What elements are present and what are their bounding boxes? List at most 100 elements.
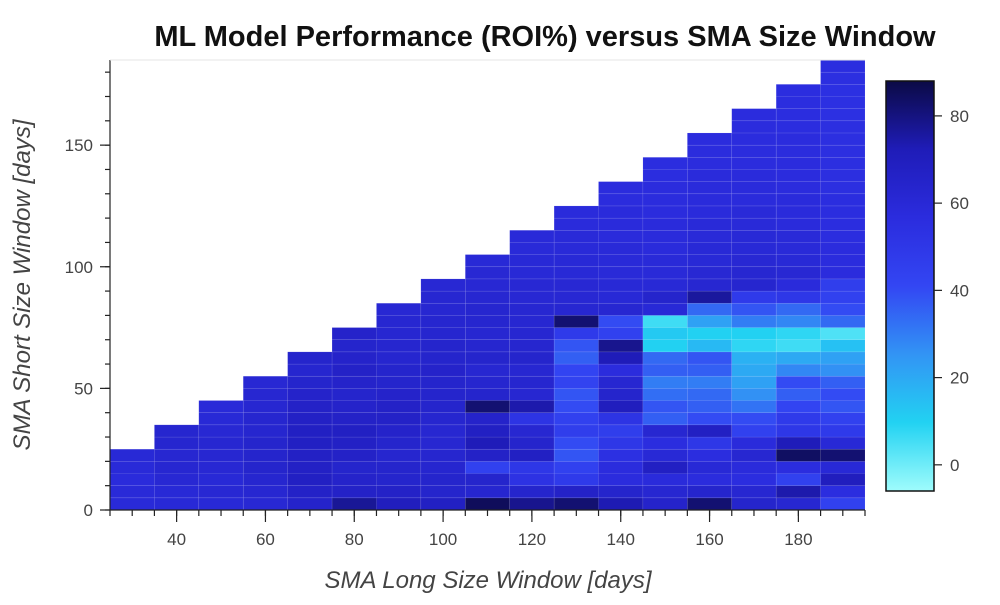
heatmap-cell <box>331 485 377 499</box>
heatmap-cell <box>598 424 644 438</box>
heatmap-cell <box>331 363 377 377</box>
heatmap-cell <box>731 412 777 426</box>
heatmap-cell <box>509 242 555 255</box>
x-tick-label: 40 <box>167 530 186 549</box>
heatmap-cell <box>509 497 555 511</box>
heatmap-cell <box>598 339 644 353</box>
heatmap-cell <box>775 144 821 158</box>
heatmap-cell <box>642 461 688 474</box>
heatmap-cell <box>420 302 466 316</box>
heatmap-cell <box>376 315 422 328</box>
heatmap-cell <box>287 485 333 499</box>
heatmap-cell <box>598 229 644 243</box>
heatmap-cell <box>820 96 866 109</box>
heatmap-cell <box>775 169 821 182</box>
heatmap-cell <box>598 375 644 389</box>
heatmap-cell <box>464 388 511 401</box>
heatmap-cell <box>376 375 422 389</box>
heatmap-cell <box>731 424 777 438</box>
heatmap-cell <box>553 229 599 243</box>
x-tick-label: 80 <box>345 530 364 549</box>
heatmap-cell <box>820 388 866 401</box>
heatmap-cell <box>242 388 288 401</box>
heatmap-cell <box>820 169 866 182</box>
heatmap-cell <box>731 217 777 231</box>
heatmap-cell <box>775 290 821 304</box>
heatmap-cell <box>198 485 244 499</box>
heatmap-cell <box>775 339 821 353</box>
heatmap-cell <box>731 351 777 365</box>
heatmap-cell <box>820 120 866 134</box>
heatmap-cell <box>598 473 644 486</box>
colorbar-tick-label: 40 <box>950 281 969 300</box>
heatmap-cell <box>731 388 777 401</box>
heatmap-cell <box>509 351 555 365</box>
heatmap-cell <box>598 436 644 450</box>
heatmap-cell <box>598 181 644 195</box>
heatmap-cell <box>464 278 511 292</box>
heatmap-cell <box>775 436 821 450</box>
heatmap-cell <box>642 339 688 353</box>
heatmap-cell <box>553 266 599 280</box>
heatmap-cell <box>376 461 422 474</box>
heatmap-cell <box>642 254 688 268</box>
heatmap-cell <box>553 400 599 414</box>
heatmap-cell <box>775 96 821 109</box>
heatmap-cell <box>731 181 777 195</box>
heatmap-cell <box>376 400 422 414</box>
heatmap-cell <box>464 315 511 328</box>
x-tick-label: 160 <box>695 530 723 549</box>
heatmap-cell <box>598 400 644 414</box>
heatmap-cell <box>376 473 422 486</box>
heatmap-cell <box>820 302 866 316</box>
heatmap-cell <box>154 436 200 450</box>
heatmap-cell <box>775 205 821 219</box>
heatmap-cell <box>509 315 555 328</box>
heatmap-cell <box>820 412 866 426</box>
heatmap-cell <box>775 302 821 316</box>
heatmap-cell <box>687 254 733 268</box>
heatmap-cell <box>242 461 288 474</box>
heatmap-cell <box>553 290 599 304</box>
heatmap-cell <box>598 278 644 292</box>
heatmap-cell <box>553 485 599 499</box>
heatmap-cell <box>331 400 377 414</box>
heatmap-cell <box>331 473 377 486</box>
heatmap-cell <box>420 375 466 389</box>
heatmap-cell <box>509 448 555 462</box>
heatmap-cell <box>687 375 733 389</box>
heatmap-cell <box>553 412 599 426</box>
heatmap-cell <box>731 242 777 255</box>
heatmap-cell <box>687 181 733 195</box>
heatmap-cell <box>687 132 733 146</box>
heatmap-cell <box>731 339 777 353</box>
heatmap-cell <box>464 400 511 414</box>
heatmap-cell <box>553 242 599 255</box>
heatmap-cell <box>198 461 244 474</box>
heatmap-cell <box>242 485 288 499</box>
heatmap-cell <box>198 436 244 450</box>
heatmap-cell <box>553 363 599 377</box>
heatmap-cell <box>242 375 288 389</box>
heatmap-cell <box>420 290 466 304</box>
heatmap-cell <box>509 302 555 316</box>
heatmap-cell <box>598 266 644 280</box>
heatmap-cell <box>376 424 422 438</box>
heatmap-cell <box>687 205 733 219</box>
heatmap-cell <box>731 302 777 316</box>
heatmap-cell <box>553 278 599 292</box>
x-tick-label: 180 <box>784 530 812 549</box>
heatmap-cell <box>687 327 733 341</box>
heatmap-cell <box>820 290 866 304</box>
heatmap-cell <box>775 254 821 268</box>
heatmap-cell <box>420 473 466 486</box>
heatmap-cell <box>642 351 688 365</box>
heatmap-cell <box>464 473 511 486</box>
heatmap-cell <box>731 254 777 268</box>
heatmap-cell <box>820 59 866 73</box>
heatmap-cell <box>687 339 733 353</box>
heatmap-cell <box>331 375 377 389</box>
heatmap-cell <box>198 412 244 426</box>
heatmap-cell <box>642 388 688 401</box>
heatmap-cell <box>775 351 821 365</box>
